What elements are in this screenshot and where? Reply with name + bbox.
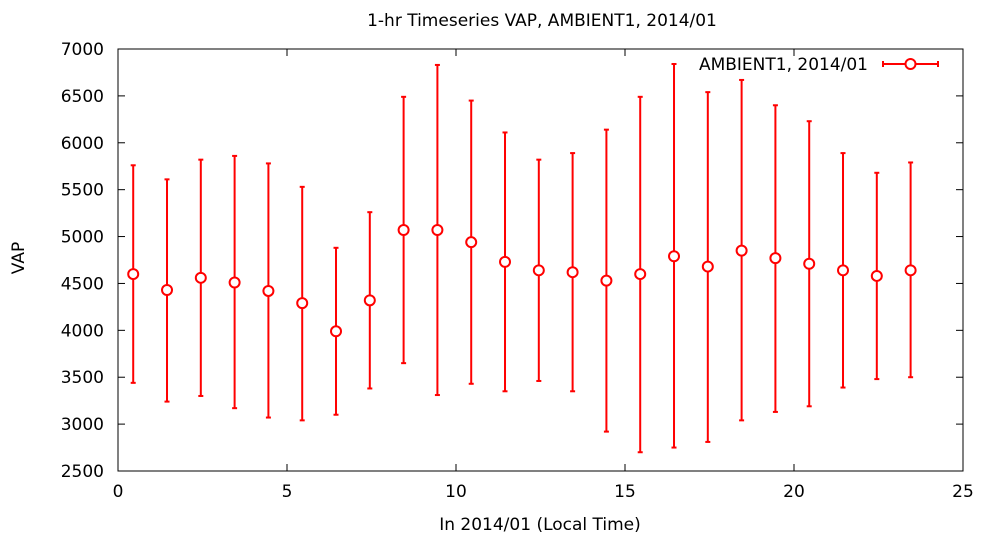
y-tick-label: 4500 xyxy=(61,274,104,294)
data-point xyxy=(465,236,478,249)
data-point xyxy=(397,223,410,236)
data-point xyxy=(803,257,816,270)
plot-frame xyxy=(117,48,964,472)
data-point xyxy=(363,294,376,307)
y-tick-label: 3000 xyxy=(61,415,104,435)
y-axis-label: VAP xyxy=(9,242,29,274)
data-point xyxy=(634,268,647,281)
data-point xyxy=(262,284,275,297)
data-point xyxy=(161,284,174,297)
legend-marker xyxy=(904,58,917,70)
y-tick-label: 6000 xyxy=(61,134,104,154)
x-tick-label: 25 xyxy=(952,482,974,502)
chart-title: 1-hr Timeseries VAP, AMBIENT1, 2014/01 xyxy=(367,11,717,31)
axes xyxy=(117,48,964,472)
data-point xyxy=(228,276,241,289)
data-point xyxy=(769,252,782,265)
x-tick-label: 5 xyxy=(282,482,293,502)
data-point xyxy=(296,297,309,310)
y-tick-label: 5000 xyxy=(61,228,104,248)
y-tick-label: 4000 xyxy=(61,321,104,341)
y-tick-label: 2500 xyxy=(61,462,104,482)
x-axis-label: In 2014/01 (Local Time) xyxy=(439,515,641,535)
data-point xyxy=(431,223,444,236)
data-point xyxy=(837,264,850,277)
data-point xyxy=(194,271,207,284)
y-tick-label: 6500 xyxy=(61,87,104,107)
data-point xyxy=(735,244,748,257)
y-tick-label: 5500 xyxy=(61,181,104,201)
legend: AMBIENT1, 2014/01 xyxy=(699,55,939,75)
data-point xyxy=(127,268,140,281)
x-tick-label: 0 xyxy=(113,482,124,502)
tick-group: 0 5 10 15 20 25 2500 3000 3500 4000 4500 5000 5500 60… xyxy=(61,40,974,502)
data-point xyxy=(870,269,883,282)
data-point xyxy=(600,274,613,287)
x-tick-label: 15 xyxy=(614,482,636,502)
data-marks xyxy=(127,63,917,454)
x-tick-label: 10 xyxy=(445,482,467,502)
data-point xyxy=(330,325,343,338)
x-tick-label: 20 xyxy=(783,482,805,502)
data-point xyxy=(668,250,681,263)
y-tick-label: 3500 xyxy=(61,368,104,388)
y-tick-label: 7000 xyxy=(61,40,104,60)
data-point xyxy=(566,266,579,279)
data-point xyxy=(904,264,917,277)
data-point xyxy=(499,255,512,268)
data-point xyxy=(532,264,545,277)
data-point xyxy=(701,260,714,273)
legend-label: AMBIENT1, 2014/01 xyxy=(699,55,868,75)
